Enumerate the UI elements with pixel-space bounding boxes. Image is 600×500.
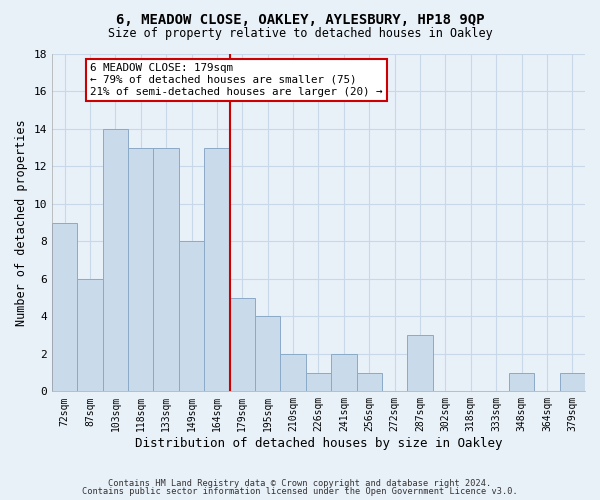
Text: Contains public sector information licensed under the Open Government Licence v3: Contains public sector information licen… (82, 487, 518, 496)
Bar (179, 242, 204, 392)
Text: Size of property relative to detached houses in Oakley: Size of property relative to detached ho… (107, 28, 493, 40)
Bar (356, 372, 382, 392)
Bar (560, 372, 585, 392)
Text: Contains HM Land Registry data © Crown copyright and database right 2024.: Contains HM Land Registry data © Crown c… (109, 478, 491, 488)
Bar (230, 298, 255, 392)
Bar (204, 148, 230, 392)
Bar (103, 129, 128, 392)
X-axis label: Distribution of detached houses by size in Oakley: Distribution of detached houses by size … (135, 437, 502, 450)
Bar (407, 335, 433, 392)
Bar (128, 148, 154, 392)
Bar (331, 354, 356, 392)
Bar (306, 372, 331, 392)
Bar (52, 222, 77, 392)
Text: 6, MEADOW CLOSE, OAKLEY, AYLESBURY, HP18 9QP: 6, MEADOW CLOSE, OAKLEY, AYLESBURY, HP18… (116, 12, 484, 26)
Bar (280, 354, 306, 392)
Text: 6 MEADOW CLOSE: 179sqm
← 79% of detached houses are smaller (75)
21% of semi-det: 6 MEADOW CLOSE: 179sqm ← 79% of detached… (90, 64, 382, 96)
Bar (77, 279, 103, 392)
Bar (255, 316, 280, 392)
Y-axis label: Number of detached properties: Number of detached properties (15, 120, 28, 326)
Bar (509, 372, 534, 392)
Bar (154, 148, 179, 392)
